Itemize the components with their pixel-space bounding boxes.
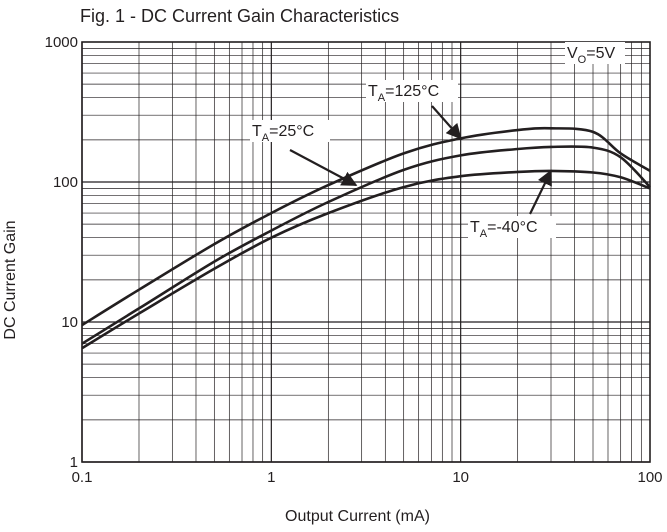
arrow-125c	[431, 105, 462, 140]
x-tick-label: 10	[452, 469, 469, 486]
condition-label: VO=5V	[567, 45, 615, 66]
series-line-2	[81, 145, 651, 345]
series-line-1	[81, 126, 651, 327]
minor-grid	[82, 42, 650, 462]
annotations: VO=5V TA=125°C TA=25°C TA=-40°C	[250, 42, 625, 240]
series-label-neg40c-bg	[468, 216, 556, 238]
y-tick-label: 100	[53, 174, 78, 191]
x-tick-label: 0.1	[72, 469, 93, 486]
major-grid	[81, 42, 650, 463]
y-tick-label: 10	[61, 314, 78, 331]
series-label-neg40c: TA=-40°C	[470, 219, 538, 240]
y-axis-label: DC Current Gain	[2, 220, 19, 340]
x-tick-label: 100	[637, 469, 662, 486]
series-line-3	[81, 169, 651, 350]
series-label-25c-bg	[250, 120, 330, 142]
series-label-125c-bg	[366, 80, 458, 102]
chart-title: Fig. 1 - DC Current Gain Characteristics	[80, 6, 400, 26]
x-axis-label: Output Current (mA)	[285, 508, 430, 525]
arrow-neg40c	[529, 169, 552, 215]
series-label-25c: TA=25°C	[252, 123, 314, 144]
condition-label-bg	[565, 42, 625, 64]
plot-frame	[81, 41, 651, 463]
y-tick-label: 1	[70, 454, 78, 471]
arrow-25c	[289, 149, 358, 187]
series-lines	[81, 126, 651, 350]
y-tick-label: 1000	[45, 34, 78, 51]
y-tick-labels: 1 10 100 1000	[45, 34, 78, 471]
x-tick-labels: 0.1 1 10 100	[72, 469, 663, 486]
series-label-125c: TA=125°C	[368, 83, 439, 104]
x-tick-label: 1	[267, 469, 275, 486]
